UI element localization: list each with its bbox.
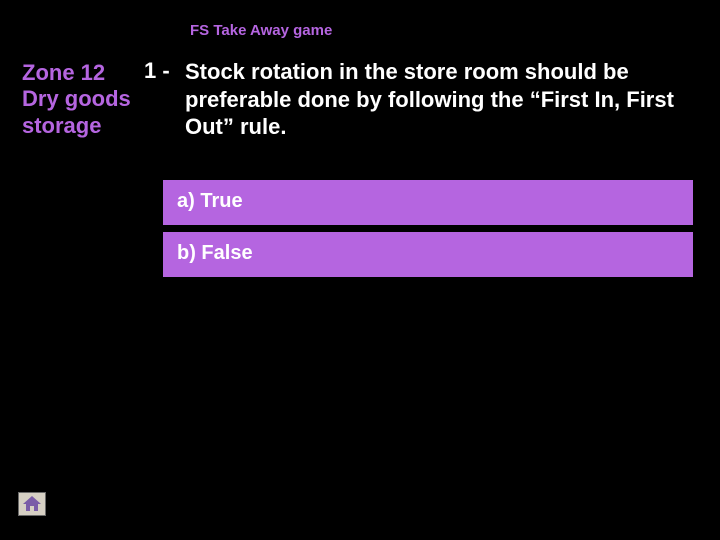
zone-label: Zone 12 Dry goods storage [22, 60, 142, 139]
question-text: Stock rotation in the store room should … [185, 58, 705, 141]
answer-option-a[interactable]: a) True [163, 180, 693, 225]
zone-line1: Zone 12 [22, 60, 105, 85]
zone-line2: Dry goods storage [22, 86, 131, 137]
question-number: 1 - [144, 58, 174, 84]
game-title: FS Take Away game [190, 22, 332, 39]
answer-option-b[interactable]: b) False [163, 232, 693, 277]
answers-block: a) True b) False [163, 180, 693, 284]
home-button[interactable] [18, 492, 46, 516]
home-icon [22, 496, 42, 512]
